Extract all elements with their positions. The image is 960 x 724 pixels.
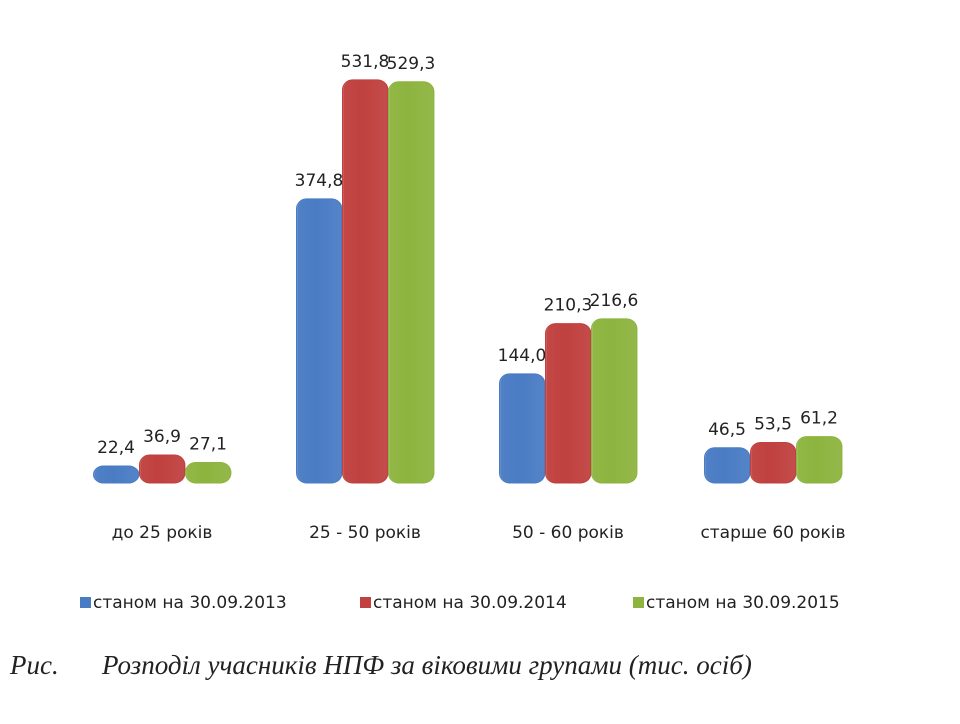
value-label: 46,5	[708, 420, 746, 440]
value-label: 61,2	[800, 409, 838, 429]
value-label: 22,4	[97, 438, 135, 458]
x-tick-label: 25 - 50 років	[309, 523, 421, 543]
bar	[499, 373, 545, 484]
bar	[185, 461, 231, 484]
legend-swatch	[360, 597, 371, 608]
legend-label: станом на 30.09.2015	[646, 593, 840, 613]
bar	[750, 441, 796, 484]
bar	[704, 447, 750, 484]
value-label: 36,9	[143, 427, 181, 447]
bar	[796, 436, 842, 484]
chart-title: Розподіл учасників НПФ за віковими група…	[101, 650, 752, 680]
legend-swatch	[633, 597, 644, 608]
x-tick-label: 50 - 60 років	[512, 523, 624, 543]
value-label: 529,3	[387, 54, 436, 74]
value-label: 144,0	[498, 346, 547, 366]
legend-swatch	[80, 597, 91, 608]
value-label: 53,5	[754, 414, 792, 434]
value-label: 531,8	[341, 52, 390, 72]
bar	[388, 81, 434, 484]
figure-label: Рис.	[9, 650, 59, 680]
value-label: 27,1	[189, 434, 227, 454]
bar	[545, 323, 591, 484]
value-label: 374,8	[295, 171, 344, 191]
legend-label: станом на 30.09.2014	[373, 593, 567, 613]
bar	[342, 79, 388, 484]
value-label: 210,3	[544, 296, 593, 316]
bar	[93, 465, 139, 484]
bar	[139, 454, 185, 484]
bar	[591, 318, 637, 484]
x-tick-label: старше 60 років	[700, 523, 845, 543]
value-label: 216,6	[590, 291, 639, 311]
x-tick-label: до 25 років	[112, 523, 213, 543]
bar	[296, 198, 342, 484]
legend-label: станом на 30.09.2013	[93, 593, 287, 613]
